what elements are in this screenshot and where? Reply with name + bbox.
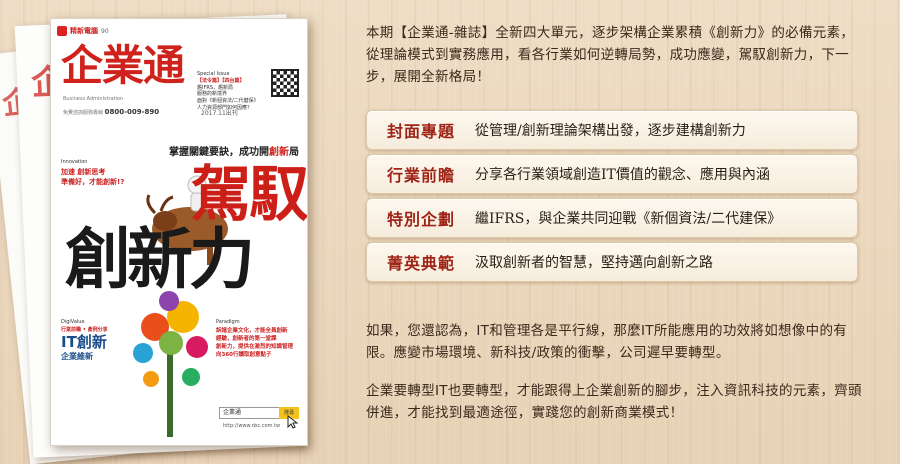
it-big-title: IT創新 (61, 333, 107, 351)
magazine-cover[interactable]: 精新電腦 90 企業通 Business Administration 免費諮詢… (50, 18, 308, 446)
cover-search-box: 企業通 搜尋 (219, 407, 299, 419)
it-tag: 行業前瞻 • 產例分享 (61, 326, 108, 333)
headline-highlight: 創新 (269, 147, 289, 158)
qr-code-icon (271, 69, 299, 97)
cover-title: 企業通 (61, 41, 185, 90)
section-elite-model[interactable]: 菁英典範 汲取創新者的智慧，堅持邁向創新之路 (366, 242, 858, 282)
special-line: 服務的新境界 (197, 91, 228, 98)
section-desc: 分享各行業領域創造IT價值的觀念、應用與內涵 (475, 167, 770, 183)
section-industry-outlook[interactable]: 行業前瞻 分享各行業領域創造IT價值的觀念、應用與內涵 (366, 154, 858, 194)
cover-brand: 精新電腦 (70, 27, 98, 35)
cover-big-title-1: 駕馭 (191, 160, 307, 230)
section-title: 行業前瞻 (386, 166, 455, 185)
cursor-icon (287, 415, 299, 429)
headline-suffix: 局 (289, 147, 299, 158)
special-tags: 【法令篇】【四台篇】 (197, 77, 245, 84)
cover-headline: 掌握關鍵要訣，成功開創新局 (169, 143, 299, 158)
cover-issue-number: 90 (101, 27, 109, 35)
section-desc: 繼IFRS，與企業共同迎戰《新個資法/二代建保》 (475, 211, 782, 227)
special-issue-label: Special Issue (197, 71, 230, 77)
section-title: 封面專題 (386, 122, 455, 141)
cover-special-issue: Special Issue 【法令篇】【四台篇】 趨IFRS，趨新局 服務的新境… (197, 71, 259, 112)
paradigm-label: Paradigm (216, 319, 240, 325)
paradigm-item: 訴諸企業文化，才能全員創新 (216, 327, 288, 334)
section-title: 菁英典範 (386, 254, 455, 273)
headline-prefix: 掌握關鍵要訣，成功開 (169, 147, 269, 158)
section-title: 特別企劃 (386, 210, 455, 229)
section-cover-story[interactable]: 封面專題 從管理/創新理論架構出發，逐步建構創新力 (366, 110, 858, 150)
search-value: 企業通 (223, 409, 242, 416)
special-line: 趨IFRS，趨新局 (197, 84, 233, 91)
tree-illustration (133, 291, 208, 437)
search-button: 搜尋 (279, 407, 299, 419)
hotline-label: 免費諮詢服務專線 (63, 110, 104, 116)
hotline-number: 0800-009-890 (104, 108, 160, 116)
paradigm-item: 經驗，創新者的第一堂課 (216, 335, 277, 342)
paradigm-item: 創新力，提供在激烈的知識管理 (216, 344, 294, 350)
innovation-heading-2: 準備好，才能創新!? (61, 178, 125, 186)
cover-hotline: 免費諮詢服務專線 0800-009-890 (63, 108, 159, 116)
innovation-label: Innovation (61, 159, 88, 165)
it-subtitle: 企業維新 (61, 351, 93, 361)
cover-subtitle: Business Administration (63, 96, 124, 102)
section-special-feature[interactable]: 特別企劃 繼IFRS，與企業共同迎戰《新個資法/二代建保》 (366, 198, 858, 238)
digivalue-label: DigiValue (61, 319, 85, 325)
innovation-heading: 加速 創新思考 (61, 167, 106, 176)
brand-logo-icon (57, 26, 67, 36)
cover-url: http://www.dsc.com.tw (223, 423, 281, 429)
cover-digivalue-column: DigiValue 行業前瞻 • 產例分享 IT創新 企業維新 (61, 319, 135, 363)
cover-topbar: 精新電腦 90 (57, 25, 109, 37)
cover-paradigm-column: Paradigm 訴諸企業文化，才能全員創新 經驗，創新者的第一堂課 創新力，提… (216, 319, 301, 360)
paragraph-2: 企業要轉型IT也要轉型，才能跟得上企業創新的腳步，注入資訊科技的元素，齊頭併進，… (366, 383, 862, 421)
special-line: 面對《新個資法/二代健保》 (197, 98, 259, 104)
cover-big-title-2: 創新力 (65, 221, 255, 298)
bull-rider-illustration (146, 175, 228, 265)
paradigm-item: 向360行讀取創意點子 (216, 352, 272, 359)
cover-innovation-column: Innovation 加速 創新思考 準備好，才能創新!? (61, 159, 131, 188)
intro-text: 本期【企業通-雜誌】全新四大單元，逐步架構企業累積《創新力》的必備元素，從理論模… (366, 25, 855, 85)
paragraph-1: 如果，您還認為，IT和管理各是平行線，那麼IT所能應用的功效將如想像中的有限。應… (366, 323, 848, 361)
section-desc: 汲取創新者的智慧，堅持邁向創新之路 (475, 255, 713, 271)
section-desc: 從管理/創新理論架構出發，逐步建構創新力 (475, 123, 746, 139)
special-line: 人力資源部門如何因應？ (197, 104, 253, 111)
section-list: 封面專題 從管理/創新理論架構出發，逐步建構創新力 行業前瞻 分享各行業領域創造… (366, 110, 858, 286)
cover-date: 2017.11出刊 (201, 110, 238, 117)
